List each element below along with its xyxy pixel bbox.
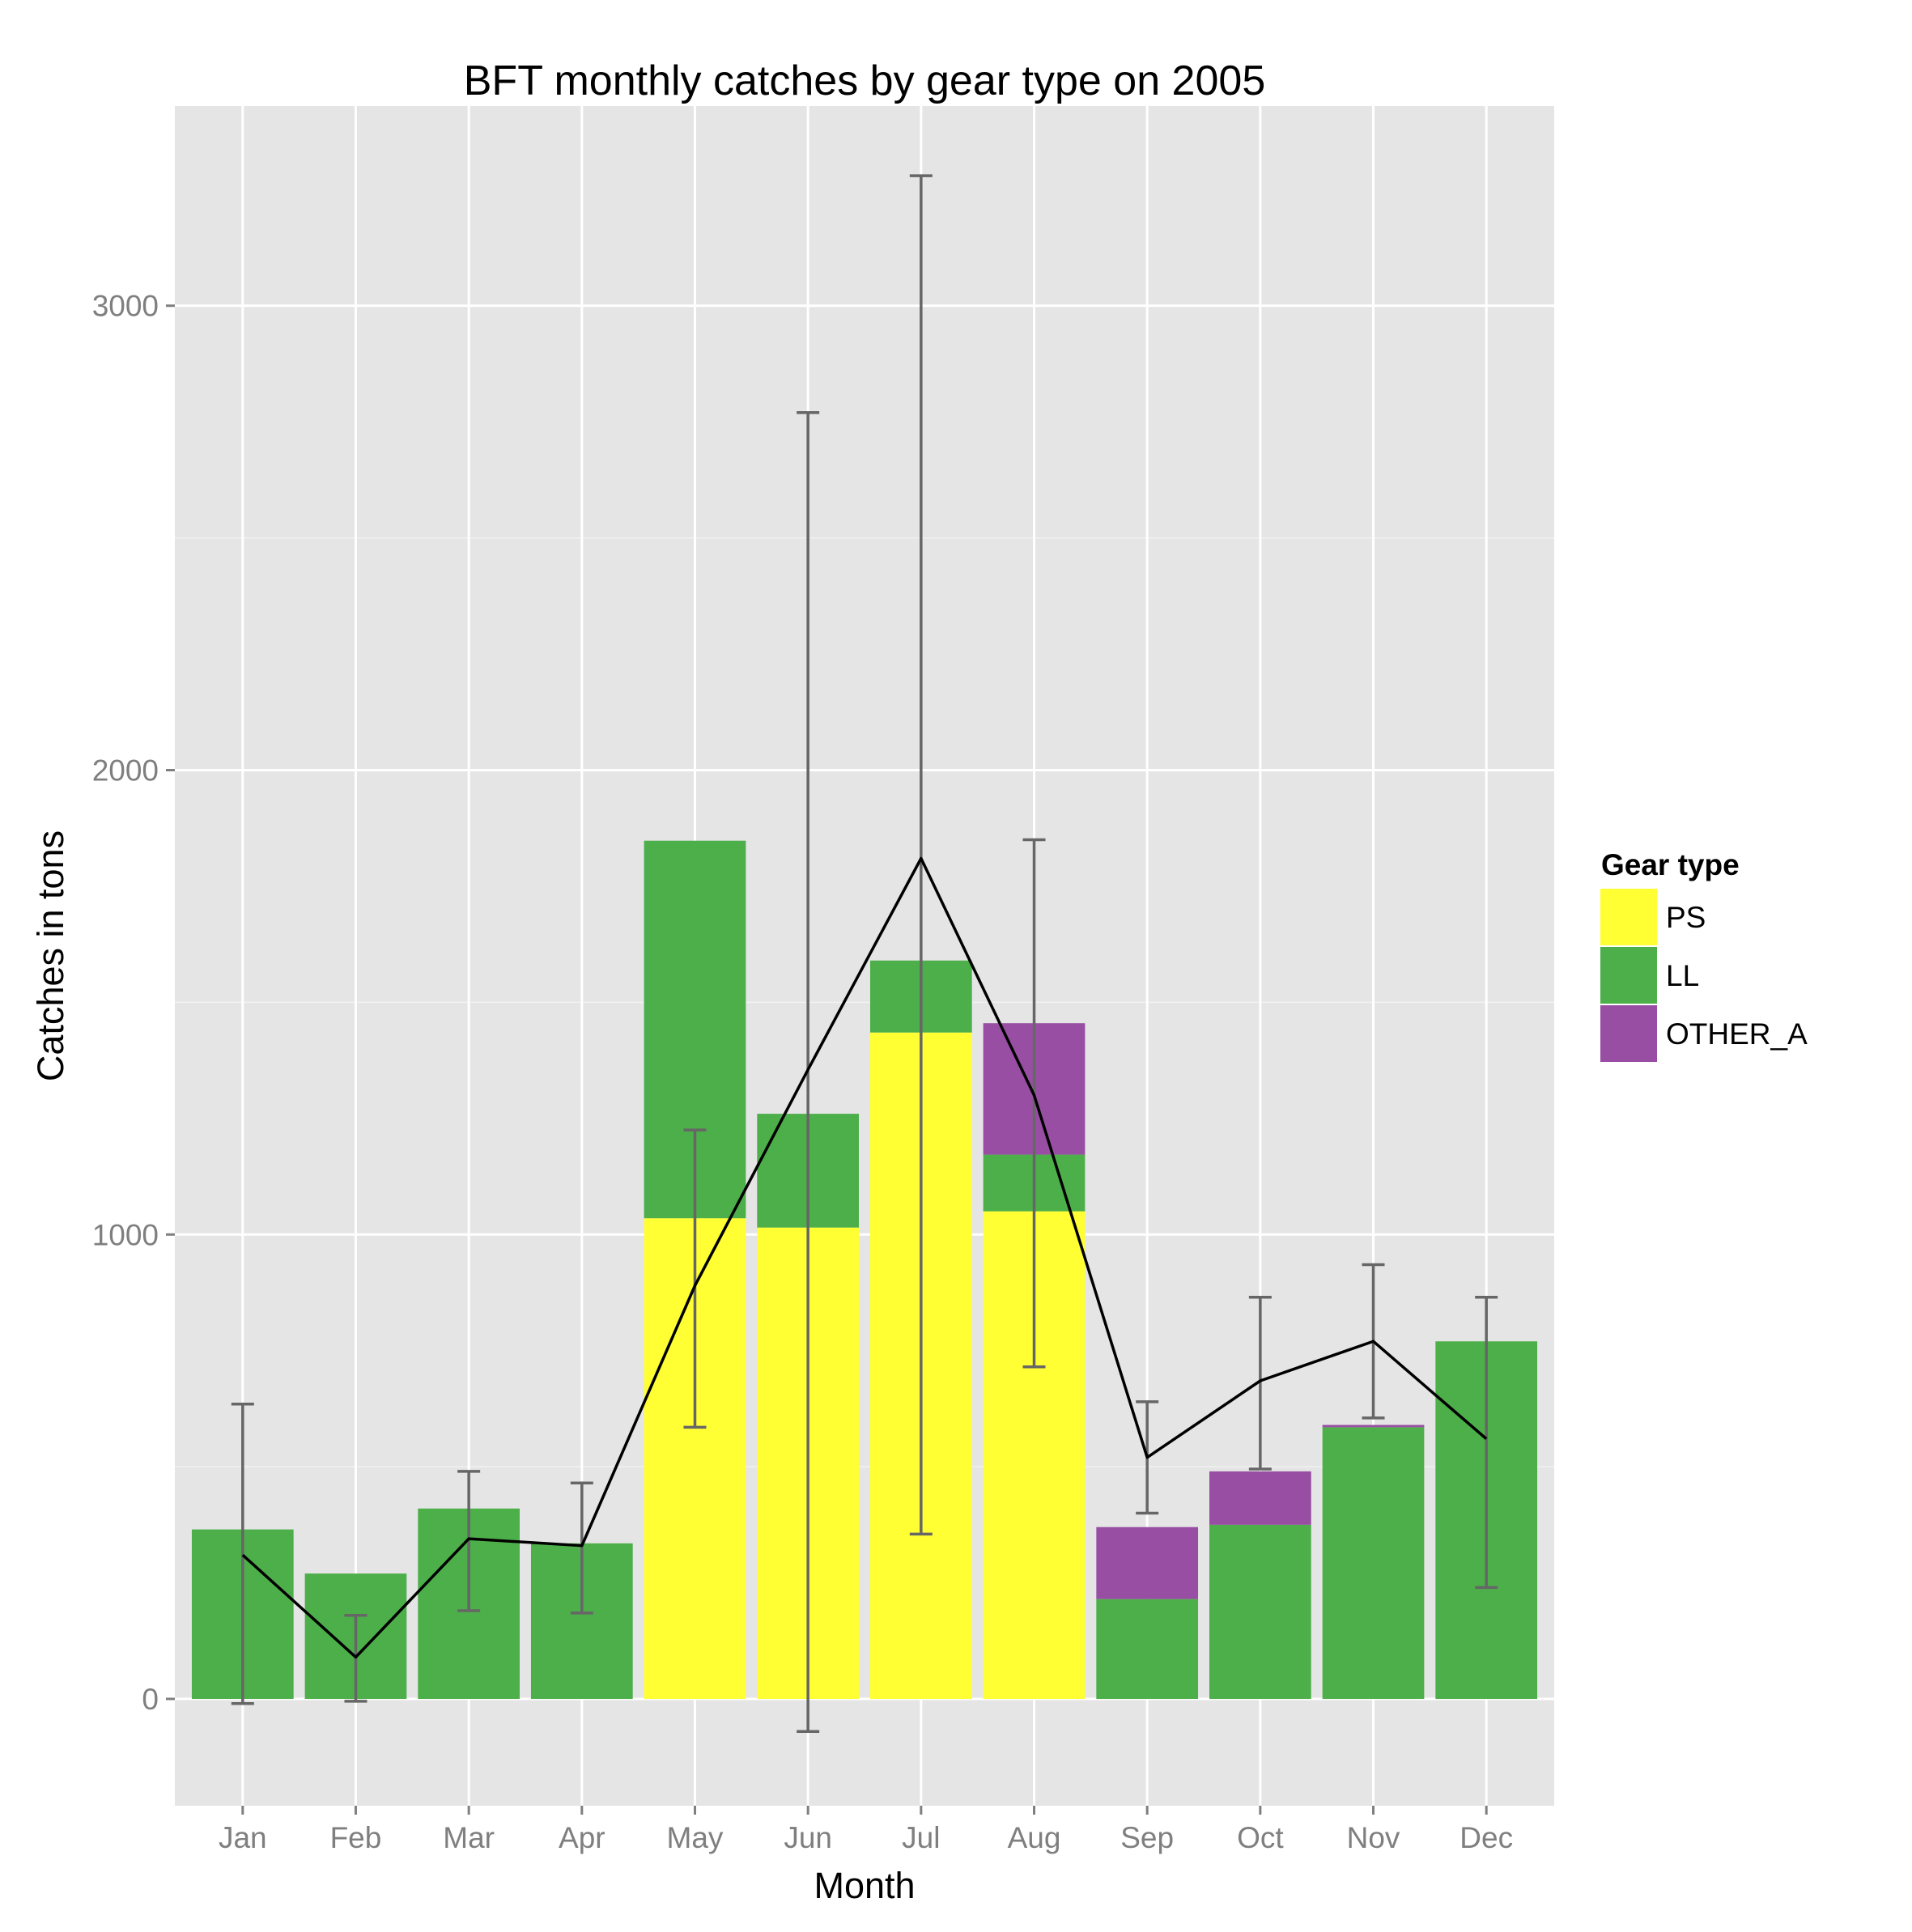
bar-other-a	[1322, 1425, 1425, 1428]
x-tick-label: Feb	[330, 1821, 382, 1854]
line-layer	[241, 856, 1488, 1659]
y-tick-label: 1000	[92, 1218, 159, 1251]
y-axis: 0 1000 2000 3000	[92, 290, 175, 1716]
legend-key-other-a	[1599, 1004, 1659, 1064]
x-tick-label: Mar	[443, 1821, 495, 1854]
x-tick-label: Jul	[902, 1821, 940, 1854]
x-tick-label: Sep	[1120, 1821, 1174, 1854]
bar-other-a	[1096, 1526, 1199, 1599]
x-tick-label: Nov	[1347, 1821, 1400, 1854]
x-tick-label: Jun	[784, 1821, 832, 1854]
y-tick-label: 3000	[92, 290, 159, 323]
x-tick-label: Oct	[1237, 1821, 1284, 1854]
bar-ll	[1209, 1524, 1311, 1700]
legend-label-ps: PS	[1666, 901, 1706, 934]
bar-ll	[1322, 1427, 1425, 1700]
legend: Gear type PS LL OTHER_A	[1599, 848, 1808, 1064]
bar-other-a	[1209, 1471, 1311, 1525]
x-tick-label: Apr	[559, 1821, 605, 1854]
y-tick-label: 2000	[92, 754, 159, 787]
legend-label-ll: LL	[1666, 959, 1699, 992]
legend-label-other-a: OTHER_A	[1666, 1017, 1808, 1051]
legend-key-ps	[1599, 887, 1659, 947]
series-line	[241, 856, 1488, 1659]
y-tick-label: 0	[142, 1683, 159, 1716]
x-tick-label: May	[667, 1821, 724, 1854]
legend-key-ll	[1599, 945, 1659, 1005]
x-axis-title: Month	[814, 1865, 915, 1906]
x-axis: Jan Feb Mar Apr May Jun Jul Aug Sep Oct Nov Dec	[219, 1806, 1513, 1854]
x-tick-label: Dec	[1459, 1821, 1513, 1854]
x-tick-label: Jan	[219, 1821, 267, 1854]
y-axis-title: Catches in tons	[30, 830, 71, 1081]
legend-title: Gear type	[1601, 848, 1740, 881]
bar-ll	[1096, 1599, 1199, 1700]
chart-title: BFT monthly catches by gear type on 2005	[464, 57, 1266, 104]
x-tick-label: Aug	[1008, 1821, 1061, 1854]
